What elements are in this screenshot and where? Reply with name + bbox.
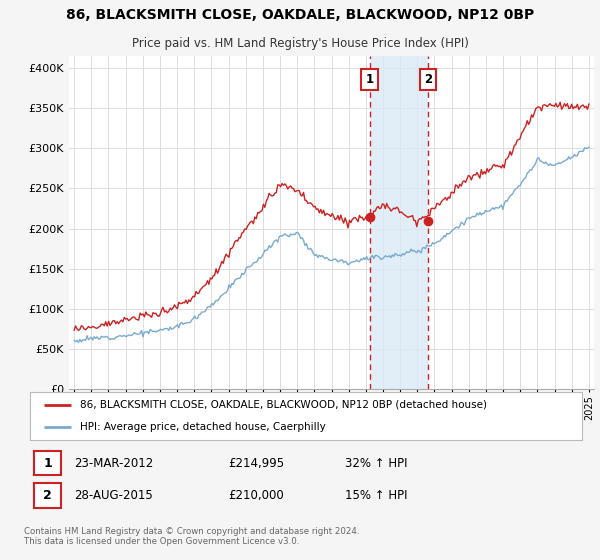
Text: 1: 1	[365, 73, 374, 86]
FancyBboxPatch shape	[34, 483, 61, 508]
Text: 15% ↑ HPI: 15% ↑ HPI	[344, 489, 407, 502]
Text: 86, BLACKSMITH CLOSE, OAKDALE, BLACKWOOD, NP12 0BP (detached house): 86, BLACKSMITH CLOSE, OAKDALE, BLACKWOOD…	[80, 400, 487, 410]
Text: Contains HM Land Registry data © Crown copyright and database right 2024.
This d: Contains HM Land Registry data © Crown c…	[24, 527, 359, 547]
FancyBboxPatch shape	[34, 451, 61, 475]
Text: 1: 1	[43, 456, 52, 470]
Text: HPI: Average price, detached house, Caerphilly: HPI: Average price, detached house, Caer…	[80, 422, 325, 432]
Text: 28-AUG-2015: 28-AUG-2015	[74, 489, 153, 502]
Text: £214,995: £214,995	[229, 456, 285, 470]
Text: 86, BLACKSMITH CLOSE, OAKDALE, BLACKWOOD, NP12 0BP: 86, BLACKSMITH CLOSE, OAKDALE, BLACKWOOD…	[66, 8, 534, 22]
Text: Price paid vs. HM Land Registry's House Price Index (HPI): Price paid vs. HM Land Registry's House …	[131, 37, 469, 50]
Text: 2: 2	[43, 489, 52, 502]
Text: 23-MAR-2012: 23-MAR-2012	[74, 456, 154, 470]
Text: £210,000: £210,000	[229, 489, 284, 502]
Text: 32% ↑ HPI: 32% ↑ HPI	[344, 456, 407, 470]
Bar	[370, 56, 428, 389]
Text: 2: 2	[424, 73, 433, 86]
